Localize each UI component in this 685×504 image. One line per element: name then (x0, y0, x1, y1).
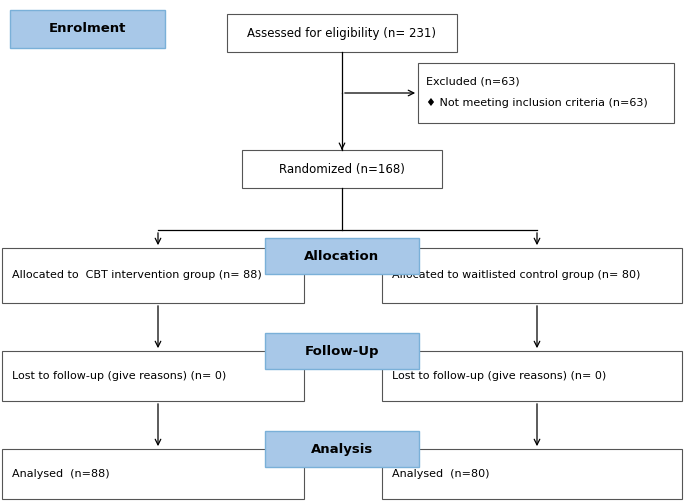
FancyBboxPatch shape (2, 248, 304, 303)
FancyBboxPatch shape (382, 248, 682, 303)
Text: Allocated to  CBT intervention group (n= 88): Allocated to CBT intervention group (n= … (12, 271, 262, 281)
Text: Excluded (n=63): Excluded (n=63) (426, 76, 520, 86)
FancyBboxPatch shape (2, 351, 304, 401)
FancyBboxPatch shape (382, 351, 682, 401)
Text: Lost to follow-up (give reasons) (n= 0): Lost to follow-up (give reasons) (n= 0) (12, 371, 226, 381)
Text: Assessed for eligibility (n= 231): Assessed for eligibility (n= 231) (247, 27, 436, 39)
Text: Enrolment: Enrolment (49, 23, 125, 35)
FancyBboxPatch shape (10, 10, 165, 48)
Text: Allocated to waitlisted control group (n= 80): Allocated to waitlisted control group (n… (392, 271, 640, 281)
Text: Lost to follow-up (give reasons) (n= 0): Lost to follow-up (give reasons) (n= 0) (392, 371, 606, 381)
Text: ♦ Not meeting inclusion criteria (n=63): ♦ Not meeting inclusion criteria (n=63) (426, 98, 648, 108)
FancyBboxPatch shape (265, 333, 419, 369)
Text: Analysed  (n=88): Analysed (n=88) (12, 469, 110, 479)
Text: Analysed  (n=80): Analysed (n=80) (392, 469, 490, 479)
FancyBboxPatch shape (2, 449, 304, 499)
FancyBboxPatch shape (242, 150, 442, 188)
FancyBboxPatch shape (227, 14, 457, 52)
FancyBboxPatch shape (265, 431, 419, 467)
Text: Follow-Up: Follow-Up (305, 345, 379, 357)
FancyBboxPatch shape (265, 238, 419, 274)
Text: Allocation: Allocation (304, 249, 379, 263)
FancyBboxPatch shape (382, 449, 682, 499)
Text: Randomized (n=168): Randomized (n=168) (279, 162, 405, 175)
FancyBboxPatch shape (418, 63, 674, 123)
Text: Analysis: Analysis (311, 443, 373, 456)
